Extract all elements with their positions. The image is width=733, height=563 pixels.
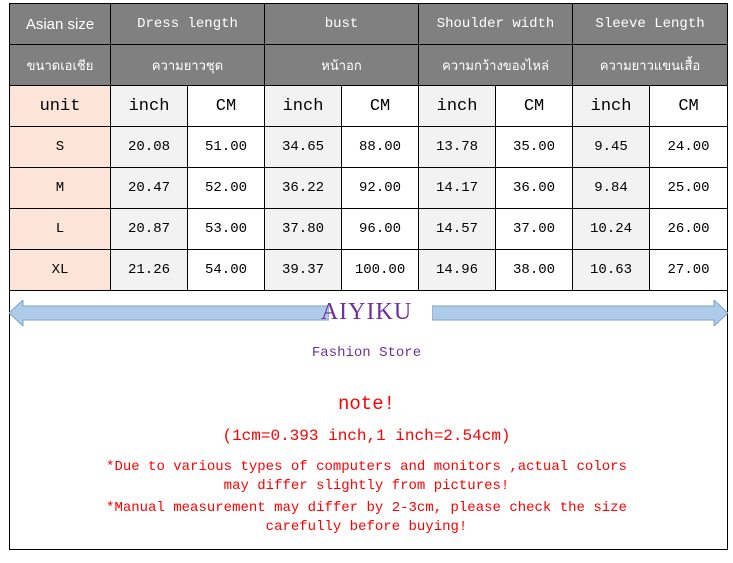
inch-value: 39.37 [264, 249, 343, 291]
size-chart-table: Asian size Dress length bust Shoulder wi… [9, 3, 729, 291]
shoulder-header: Shoulder width [418, 3, 574, 45]
inch-value: 14.96 [418, 249, 497, 291]
cm-value: 100.00 [341, 249, 420, 291]
header-row-en: Asian size Dress length bust Shoulder wi… [9, 3, 729, 45]
asian-size-header: Asian size [9, 3, 111, 45]
inch-value: 13.78 [418, 126, 497, 168]
dress-length-header-th: ความยาวชุด [109, 44, 266, 86]
inch-value: 9.84 [572, 167, 651, 209]
unit-label: unit [9, 85, 111, 127]
header-row-th: ขนาดเอเชีย ความยาวชุด หน้าอก ความกว้างขอ… [9, 44, 729, 86]
inch-value: 10.24 [572, 208, 651, 250]
inch-value: 20.08 [110, 126, 188, 168]
inch-value: 10.63 [572, 249, 651, 291]
inch-value: 9.45 [572, 126, 651, 168]
size-label: L [9, 208, 111, 250]
size-label: M [9, 167, 111, 209]
unit-cm: CM [186, 85, 266, 127]
inch-value: 34.65 [264, 126, 343, 168]
shoulder-header-th: ความกว้างของไหล่ [418, 44, 574, 86]
unit-row: unit inch CM inch CM inch CM inch CM [9, 85, 729, 127]
inch-value: 14.17 [418, 167, 497, 209]
bust-header: bust [264, 3, 420, 45]
right-arrow-icon [432, 300, 728, 326]
cm-value: 26.00 [649, 208, 729, 250]
size-row: M 20.47 52.00 36.22 92.00 14.17 36.00 9.84 25.00 [9, 167, 729, 209]
cm-value: 25.00 [649, 167, 729, 209]
brand-name: AIYIKU [320, 299, 413, 325]
unit-inch: inch [418, 85, 497, 127]
inch-value: 20.47 [110, 167, 188, 209]
cm-value: 54.00 [186, 249, 266, 291]
asian-size-header-th: ขนาดเอเชีย [9, 44, 111, 86]
size-row: XL 21.26 54.00 39.37 100.00 14.96 38.00 10.63 27… [9, 249, 729, 291]
store-name: Fashion Store [311, 345, 422, 361]
unit-cm: CM [341, 85, 420, 127]
cm-value: 88.00 [341, 126, 420, 168]
cm-value: 27.00 [649, 249, 729, 291]
cm-value: 51.00 [186, 126, 266, 168]
unit-inch: inch [572, 85, 651, 127]
inch-value: 21.26 [110, 249, 188, 291]
inch-value: 20.87 [110, 208, 188, 250]
cm-value: 35.00 [495, 126, 574, 168]
conversion-note: (1cm=0.393 inch,1 inch=2.54cm) [222, 427, 511, 445]
sleeve-header: Sleeve Length [572, 3, 729, 45]
note-line: carefully before buying! [265, 519, 468, 535]
unit-cm: CM [649, 85, 729, 127]
bust-header-th: หน้าอก [264, 44, 420, 86]
size-label: XL [9, 249, 111, 291]
unit-inch: inch [264, 85, 343, 127]
cm-value: 38.00 [495, 249, 574, 291]
size-row: S 20.08 51.00 34.65 88.00 13.78 35.00 9.45 24.00 [9, 126, 729, 168]
size-label: S [9, 126, 111, 168]
cm-value: 36.00 [495, 167, 574, 209]
inch-value: 14.57 [418, 208, 497, 250]
inch-value: 36.22 [264, 167, 343, 209]
cm-value: 53.00 [186, 208, 266, 250]
cm-value: 52.00 [186, 167, 266, 209]
cm-value: 37.00 [495, 208, 574, 250]
cm-value: 92.00 [341, 167, 420, 209]
note-title: note! [337, 393, 395, 415]
unit-inch: inch [110, 85, 188, 127]
sleeve-header-th: ความยาวแขนเสื้อ [572, 44, 729, 86]
note-line: *Due to various types of computers and m… [106, 459, 627, 475]
note-line: may differ slightly from pictures! [223, 478, 510, 494]
cm-value: 96.00 [341, 208, 420, 250]
info-box [9, 291, 728, 550]
unit-cm: CM [495, 85, 574, 127]
size-row: L 20.87 53.00 37.80 96.00 14.57 37.00 10.24 26.0… [9, 208, 729, 250]
dress-length-header: Dress length [109, 3, 266, 45]
cm-value: 24.00 [649, 126, 729, 168]
inch-value: 37.80 [264, 208, 343, 250]
left-arrow-icon [9, 300, 329, 326]
note-line: *Manual measurement may differ by 2-3cm,… [106, 500, 627, 516]
